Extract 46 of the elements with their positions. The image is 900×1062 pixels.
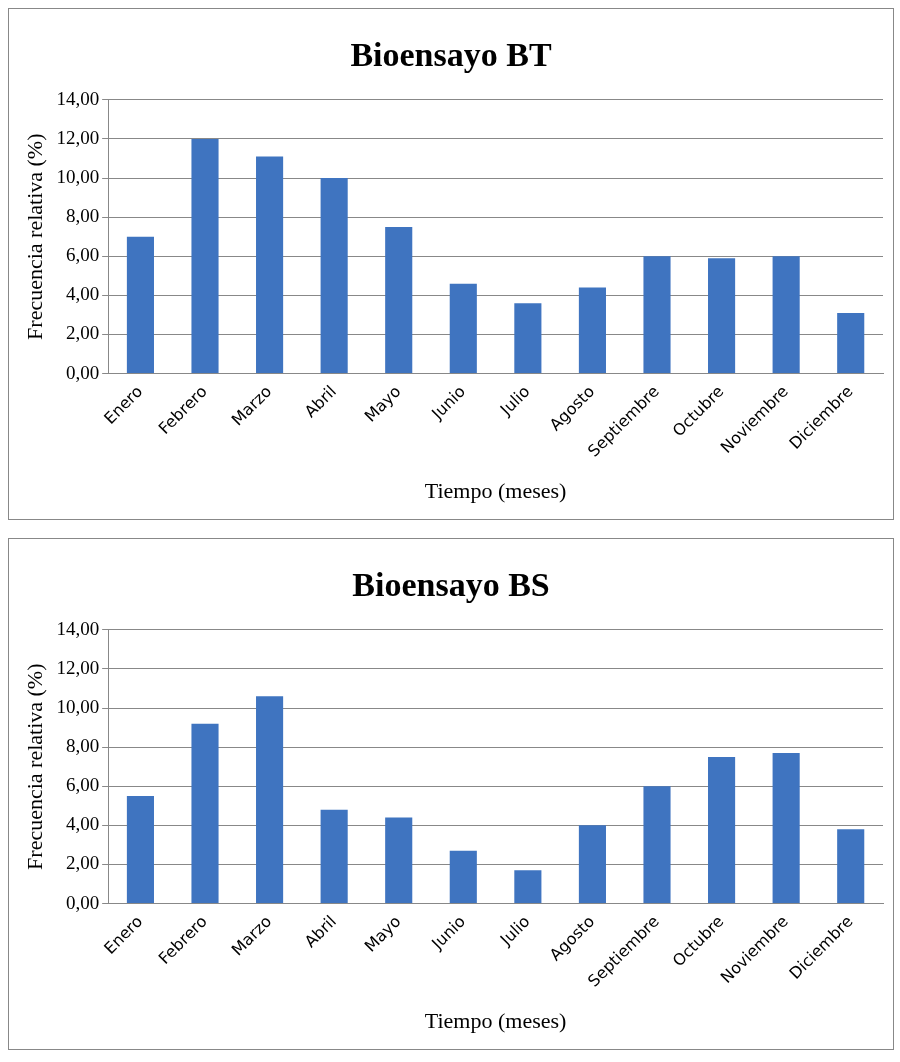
y-tick-label: 2,00 — [65, 852, 100, 874]
bar — [772, 256, 800, 374]
bar — [256, 696, 284, 904]
y-tick-label: 14,00 — [56, 617, 100, 639]
bar — [643, 786, 671, 904]
bar — [191, 138, 219, 374]
bar — [191, 723, 219, 904]
bar — [256, 156, 284, 374]
bar — [578, 825, 606, 904]
y-tick-label: 2,00 — [65, 322, 100, 344]
bar — [514, 870, 542, 904]
y-tick-label: 6,00 — [65, 774, 100, 796]
bar — [385, 817, 413, 904]
bar — [449, 850, 477, 904]
bar — [126, 796, 154, 904]
y-tick-label: 12,00 — [56, 126, 100, 148]
bar — [837, 829, 865, 904]
bar — [578, 287, 606, 374]
y-tick-label: 8,00 — [65, 205, 100, 227]
bar — [126, 236, 154, 374]
bar — [320, 178, 348, 374]
x-axis-title: Tiempo (meses) — [424, 477, 567, 503]
y-axis-title: Frecuencia relativa (%) — [21, 663, 47, 870]
x-axis-title: Tiempo (meses) — [424, 1007, 567, 1033]
bar — [449, 283, 477, 374]
y-axis-title: Frecuencia relativa (%) — [21, 133, 47, 340]
chart-title: Bioensayo BS — [352, 566, 550, 604]
y-tick-label: 4,00 — [65, 283, 100, 305]
bar — [772, 753, 800, 904]
bar — [385, 226, 413, 374]
bar — [320, 809, 348, 904]
y-tick-label: 10,00 — [56, 696, 100, 718]
y-tick-label: 10,00 — [56, 166, 100, 188]
y-tick-label: 14,00 — [56, 87, 100, 109]
bar — [708, 756, 736, 904]
y-tick-label: 0,00 — [65, 891, 100, 913]
y-tick-label: 8,00 — [65, 735, 100, 757]
y-tick-label: 4,00 — [65, 813, 100, 835]
bar — [708, 258, 736, 374]
bar — [837, 312, 865, 374]
y-tick-label: 12,00 — [56, 656, 100, 678]
bar — [514, 303, 542, 374]
y-tick-label: 6,00 — [65, 244, 100, 266]
chart-title: Bioensayo BT — [350, 36, 552, 74]
y-tick-label: 0,00 — [65, 361, 100, 383]
bar — [643, 256, 671, 374]
